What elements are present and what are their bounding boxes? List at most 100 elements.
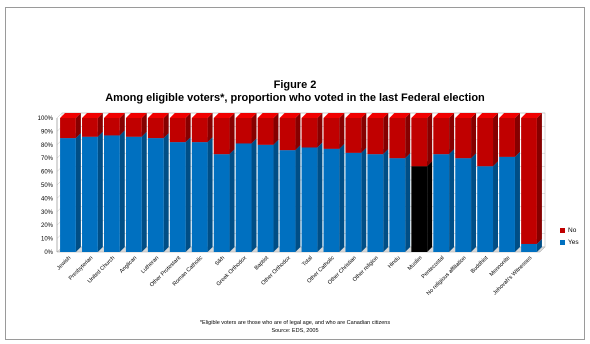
bar-no-pentecostal-side [449, 113, 455, 155]
bar-no-other-protestant-side [185, 113, 191, 143]
bar-yes-hindu-side [405, 153, 411, 252]
legend-swatch-no [560, 227, 565, 233]
bar-yes-mennonite-side [514, 151, 520, 252]
y-tick-label: 50% [41, 183, 54, 189]
footnote: *Eligible voters are those who are of le… [199, 320, 391, 326]
x-tick-label-anglican: Anglican [119, 255, 138, 274]
bar-no-roman-catholic [191, 118, 208, 143]
bar-yes-lutheran [147, 138, 164, 252]
bar-yes-jehovah-s-witnesses [521, 243, 537, 252]
y-tick-label: 100% [38, 116, 54, 122]
legend-item-no: No [560, 224, 579, 236]
bar-no-sikh-top [213, 113, 235, 118]
y-tick-label: 60% [41, 170, 54, 176]
chart-title: Figure 2 [273, 79, 317, 91]
x-tick-label-lutheran: Lutheran [140, 255, 160, 275]
bar-no-baptist [257, 118, 274, 145]
bar-no-other-catholic-top [323, 113, 345, 118]
y-tick-label: 90% [41, 129, 54, 135]
bar-no-total [301, 118, 318, 148]
bar-yes-total [301, 147, 318, 252]
bar-no-pentecostal [433, 118, 450, 155]
bar-no-anglican [125, 118, 142, 137]
bar-no-other-christian-side [361, 113, 367, 153]
bar-no-lutheran [147, 118, 164, 139]
bar-no-sikh [213, 118, 230, 155]
bar-no-roman-catholic-top [191, 113, 213, 118]
bar-yes-greek-orthodox-side [251, 138, 257, 252]
bar-no-lutheran-top [147, 113, 169, 118]
x-tick-label-jewish: Jewish [56, 255, 72, 271]
y-tick-label: 70% [41, 156, 54, 162]
x-tick-label-muslim: Muslim [407, 255, 424, 272]
bar-yes-anglican-side [141, 131, 147, 252]
bar-yes-muslim [411, 166, 428, 252]
bar-no-other-orthodox [279, 118, 296, 151]
legend-item-yes: Yes [560, 236, 579, 248]
x-tick-label-mennonite: Mennonite [489, 255, 512, 278]
bar-yes-greek-orthodox [235, 143, 252, 252]
bar-no-muslim-side [427, 113, 433, 167]
bar-yes-buddhist-side [493, 161, 499, 252]
bar-yes-roman-catholic-side [207, 137, 213, 252]
bar-no-sikh-side [229, 113, 235, 155]
bar-no-presbyterian-top [82, 113, 103, 118]
bar-no-roman-catholic-side [207, 113, 213, 143]
bar-no-presbyterian-side [97, 113, 103, 137]
bar-yes-jewish-side [75, 133, 81, 252]
x-tick-label-jehovah-s-witnesses: Jehovah's Witnesses [492, 255, 533, 296]
bar-no-no-religious-affiliation [455, 118, 472, 159]
bar-no-presbyterian [82, 118, 98, 137]
bar-yes-buddhist [477, 166, 494, 252]
chart-bars [60, 113, 542, 252]
bar-no-jehovah-s-witnesses-side [536, 113, 542, 244]
bar-no-united-church-top [103, 113, 125, 118]
bar-yes-other-christian [345, 152, 362, 252]
bar-no-other-catholic-side [339, 113, 345, 149]
bar-no-baptist-side [273, 113, 279, 145]
y-tick-label: 10% [41, 237, 54, 243]
bar-no-hindu-side [405, 113, 411, 159]
bar-no-greek-orthodox-top [235, 113, 257, 118]
x-tick-label-no-religious-affiliation: No religious affiliation [426, 255, 468, 297]
x-tick-label-buddhist: Buddhist [470, 255, 490, 275]
bar-no-other-orthodox-top [279, 113, 301, 118]
bar-yes-anglican [125, 136, 142, 252]
bar-yes-other-religion-side [383, 149, 389, 252]
bar-no-mennonite-side [514, 113, 520, 157]
bar-no-hindu-top [389, 113, 411, 118]
bar-no-greek-orthodox [235, 118, 252, 144]
bar-no-jewish-side [75, 113, 81, 139]
legend-label-yes: Yes [568, 238, 579, 246]
x-tick-label-total: Total [301, 255, 314, 268]
bar-no-mennonite [499, 118, 515, 157]
bar-no-other-protestant-top [169, 113, 191, 118]
bar-no-other-orthodox-side [295, 113, 301, 151]
bar-no-total-top [301, 113, 323, 118]
bar-no-jewish-top [60, 113, 81, 118]
bar-no-united-church [103, 118, 120, 136]
legend-label-no: No [568, 226, 577, 234]
x-tick-label-baptist: Baptist [254, 255, 271, 272]
bar-yes-other-protestant-side [185, 137, 191, 252]
bar-yes-united-church [103, 135, 120, 252]
bar-no-other-protestant [169, 118, 186, 143]
y-tick-label: 20% [41, 223, 54, 229]
bar-no-no-religious-affiliation-top [455, 113, 477, 118]
bar-yes-other-christian-side [361, 147, 367, 252]
bar-yes-muslim-side [427, 161, 433, 252]
y-tick-label: 80% [41, 143, 54, 149]
bar-no-lutheran-side [163, 113, 169, 139]
bar-yes-hindu [389, 158, 406, 252]
bar-no-united-church-side [119, 113, 125, 136]
bar-yes-jehovah-s-witnesses-side [536, 238, 542, 252]
bar-no-jehovah-s-witnesses-top [521, 113, 542, 118]
bar-no-greek-orthodox-side [251, 113, 257, 144]
bar-yes-baptist [257, 144, 274, 252]
bar-no-other-christian [345, 118, 362, 153]
bar-no-other-religion [367, 118, 384, 155]
bar-yes-sikh [213, 154, 230, 252]
bar-no-other-catholic [323, 118, 340, 149]
bar-yes-roman-catholic [191, 142, 208, 252]
bar-yes-jewish [60, 138, 76, 252]
